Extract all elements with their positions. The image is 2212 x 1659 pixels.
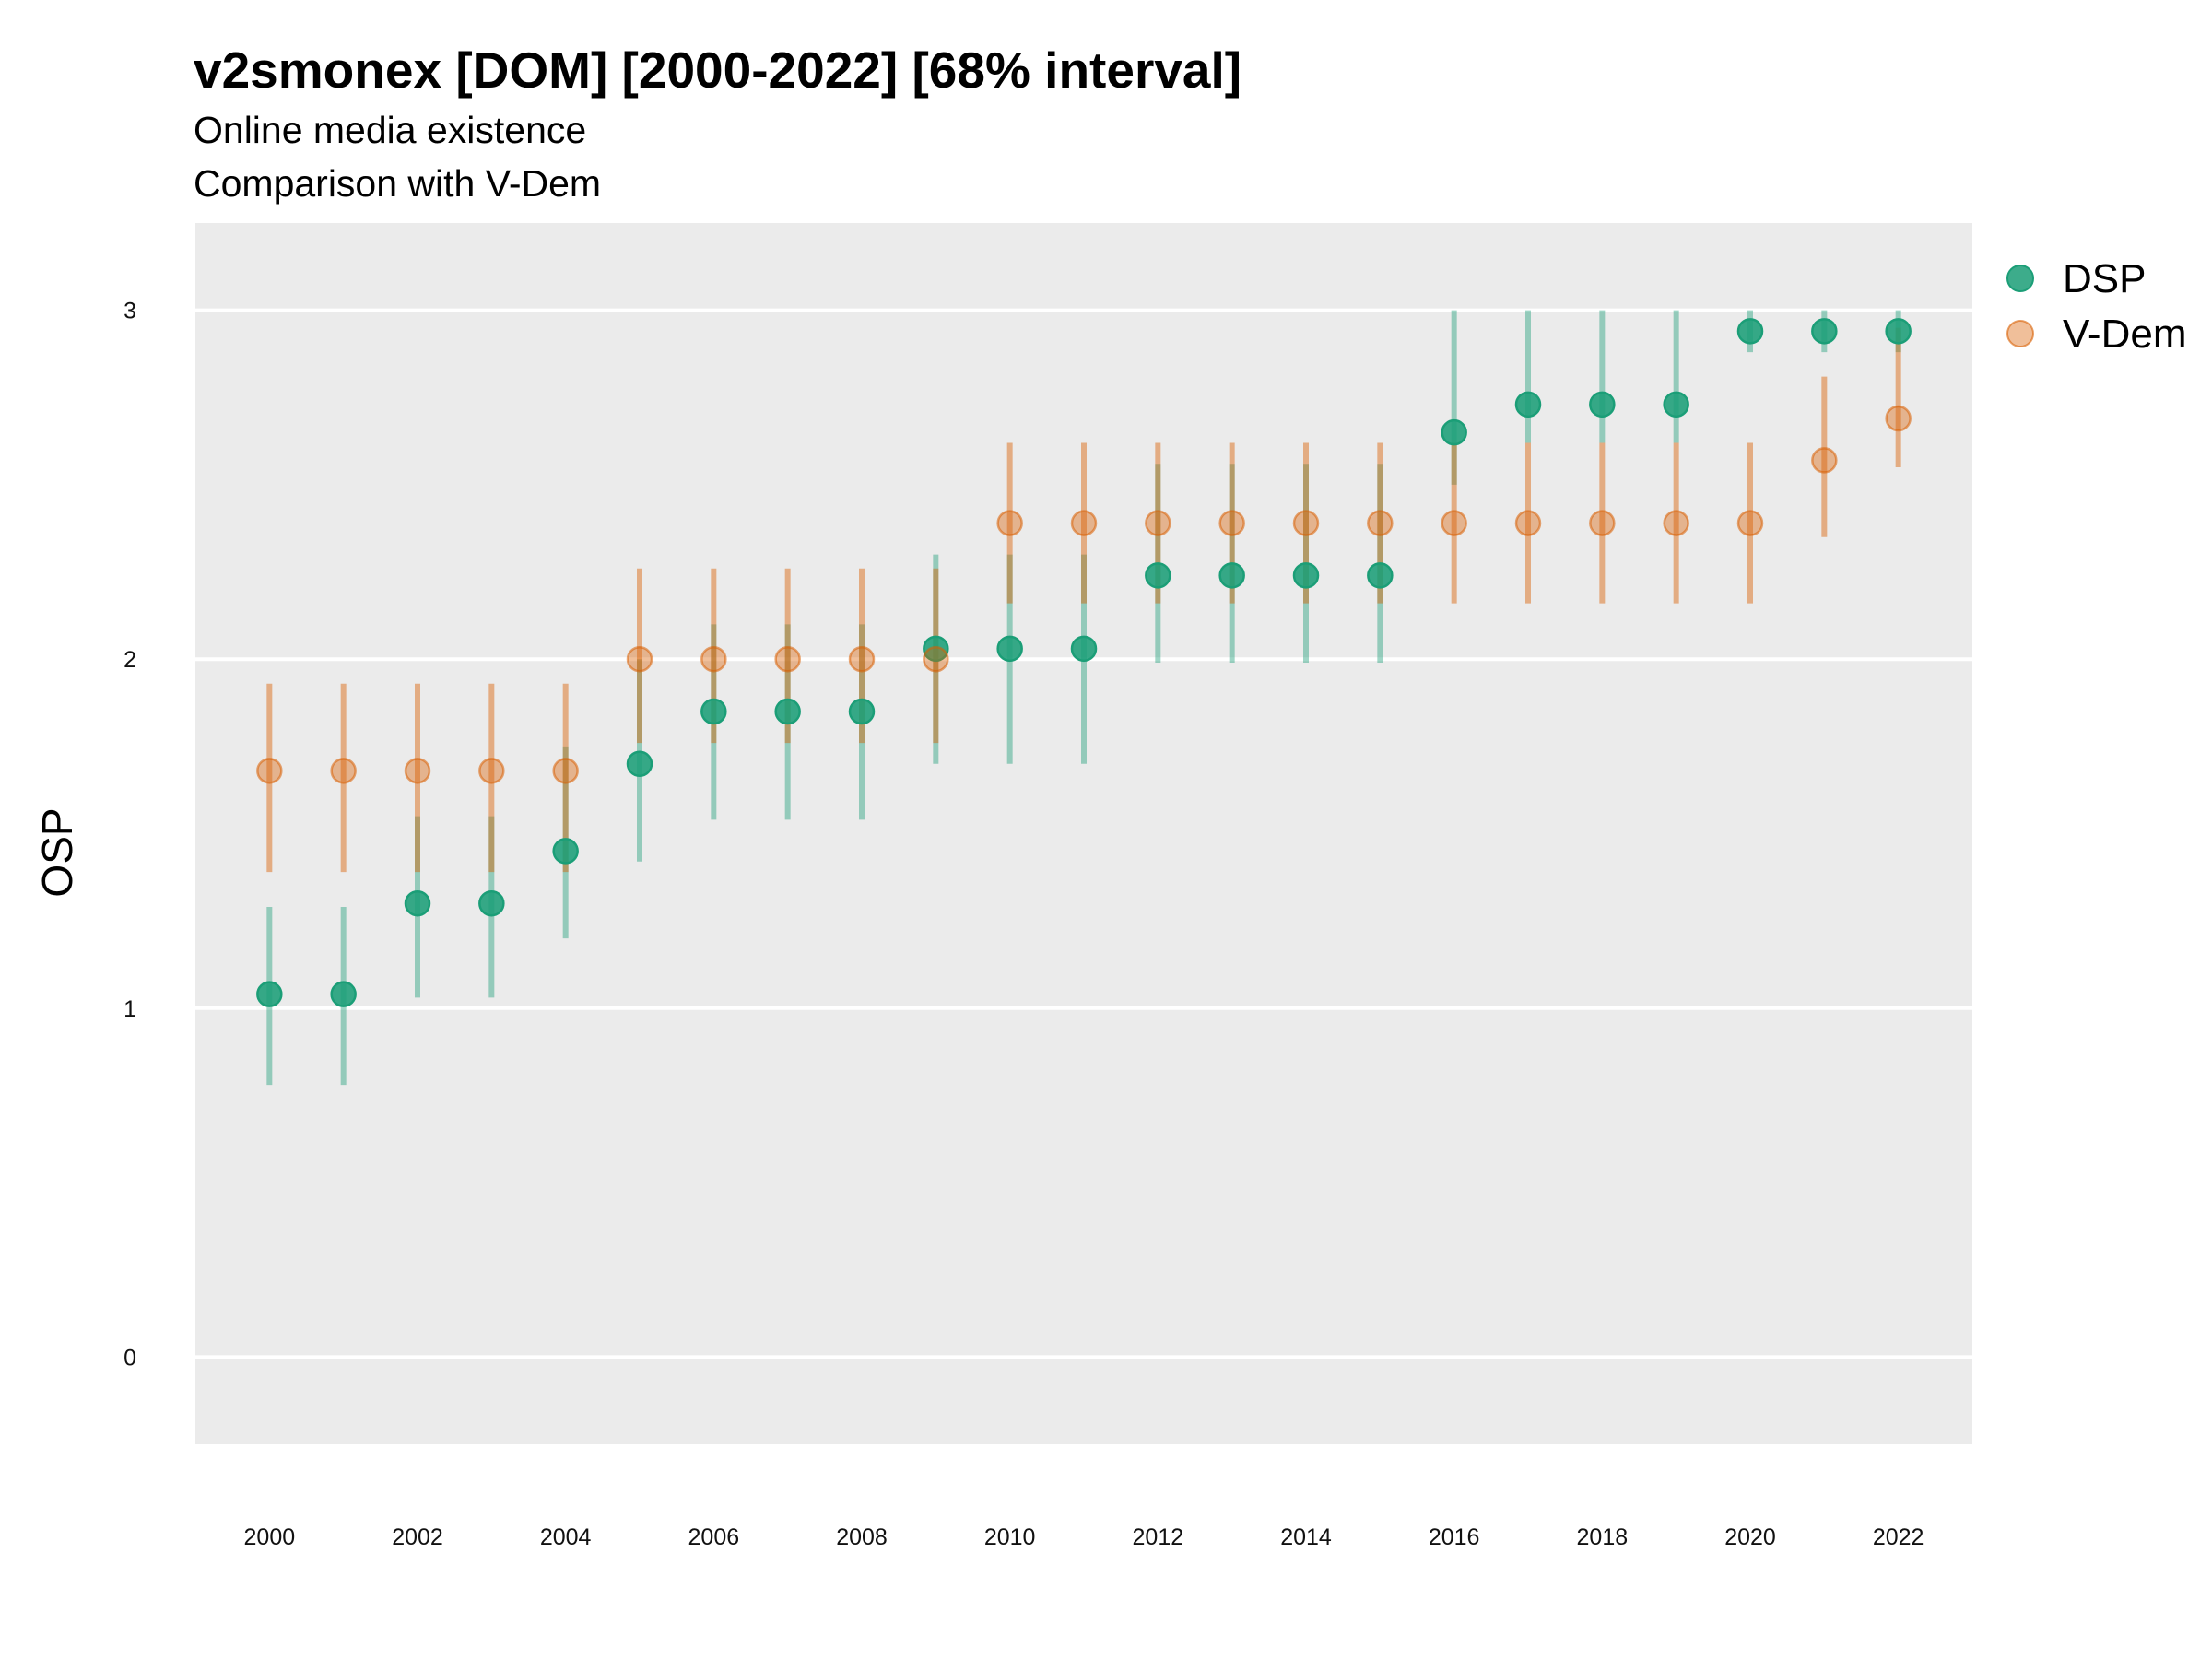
dsp-point <box>1514 391 1542 418</box>
vdem-point <box>996 510 1023 536</box>
legend-swatch-vdem <box>2006 320 2034 347</box>
vdem-point <box>1441 510 1467 536</box>
legend-label-dsp: DSP <box>2063 256 2146 301</box>
vdem-point <box>1292 510 1320 536</box>
vdem-point <box>848 645 876 673</box>
x-tick-label: 2006 <box>688 1524 740 1550</box>
dsp-point <box>552 838 579 865</box>
dsp-point <box>1367 562 1394 589</box>
dsp-point <box>404 889 431 917</box>
vdem-point <box>1367 510 1394 536</box>
vdem-point <box>1885 405 1912 432</box>
x-tick-label: 2004 <box>540 1524 592 1550</box>
dsp-point <box>848 698 876 725</box>
vdem-point <box>1218 510 1245 536</box>
dsp-point <box>478 889 505 917</box>
y-tick-label: 1 <box>124 996 136 1022</box>
vdem-point <box>774 645 801 673</box>
dsp-point <box>1811 318 1838 345</box>
vdem-point <box>552 758 579 784</box>
chart-subtitle-line-1: Online media existence <box>194 109 586 151</box>
x-tick-labels: 2000 2002 2004 2006 2008 2010 2012 2014 2016 2018… <box>244 1524 1924 1550</box>
dsp-point <box>1441 418 1467 446</box>
series-marks <box>256 310 1912 1086</box>
vdem-point <box>1145 510 1171 536</box>
vdem-point <box>1736 510 1764 536</box>
series-points-1 <box>256 405 1912 784</box>
vdem-point <box>1589 510 1616 536</box>
dsp-point <box>330 981 357 1007</box>
dsp-point <box>1218 562 1245 589</box>
x-tick-label: 2000 <box>244 1524 296 1550</box>
vdem-point <box>1070 510 1098 536</box>
vdem-point <box>1514 510 1542 536</box>
dsp-point <box>1292 562 1320 589</box>
dsp-point <box>1070 635 1098 663</box>
legend-label-vdem: V-Dem <box>2063 312 2186 357</box>
x-tick-label: 2016 <box>1429 1524 1480 1550</box>
x-tick-label: 2018 <box>1577 1524 1629 1550</box>
x-tick-label: 2012 <box>1133 1524 1184 1550</box>
chart-subtitle-line-2: Comparison with V-Dem <box>194 162 601 205</box>
vdem-point <box>1663 510 1689 536</box>
x-tick-label: 2002 <box>392 1524 443 1550</box>
x-tick-label: 2020 <box>1724 1524 1776 1550</box>
legend-swatch-dsp <box>2006 265 2034 292</box>
vdem-point <box>923 645 949 673</box>
dsp-point <box>1736 318 1764 345</box>
vdem-point <box>700 645 727 673</box>
plot-panel <box>195 223 1972 1444</box>
dsp-point <box>1885 318 1912 345</box>
vdem-point <box>330 758 357 784</box>
vdem-point <box>1811 447 1838 474</box>
y-tick-label: 2 <box>124 647 136 673</box>
dsp-point <box>774 698 801 725</box>
y-tick-label: 0 <box>124 1345 136 1371</box>
dsp-point <box>256 981 283 1007</box>
x-tick-label: 2010 <box>984 1524 1036 1550</box>
dsp-point <box>1145 562 1171 589</box>
dsp-point <box>700 698 727 725</box>
vdem-point <box>478 758 505 784</box>
dsp-point <box>626 750 653 778</box>
dsp-point <box>1663 391 1689 418</box>
series-points-0 <box>256 318 1912 1007</box>
dsp-point <box>1589 391 1616 418</box>
legend: DSP V-Dem <box>2006 256 2186 357</box>
x-tick-label: 2008 <box>836 1524 888 1550</box>
vdem-point <box>404 758 431 784</box>
series-1 <box>266 327 1901 873</box>
chart-title: v2smonex [DOM] [2000-2022] [68% interval… <box>194 41 1241 99</box>
y-tick-label: 3 <box>124 299 136 324</box>
dsp-point <box>923 635 949 663</box>
x-tick-label: 2014 <box>1280 1524 1332 1550</box>
vdem-point <box>626 645 653 673</box>
dsp-point <box>996 635 1023 663</box>
y-axis-title: OSP <box>33 807 81 897</box>
y-tick-labels: 0 1 2 3 <box>124 299 136 1371</box>
x-tick-label: 2022 <box>1873 1524 1924 1550</box>
vdem-point <box>256 758 283 784</box>
